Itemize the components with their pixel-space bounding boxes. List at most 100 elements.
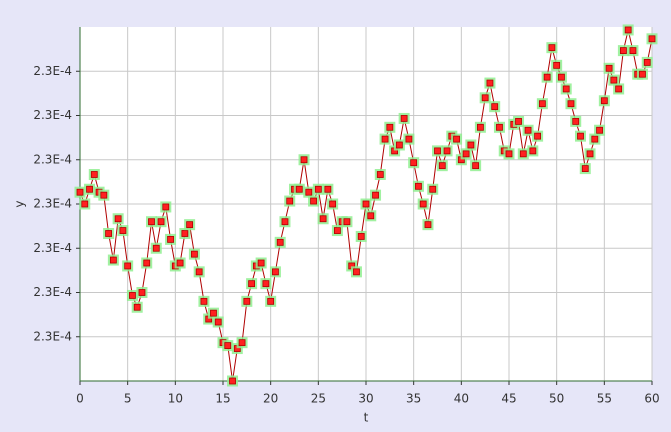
y-tick-label: 2.3E-4	[33, 285, 72, 299]
marker-box	[543, 73, 551, 81]
marker-box	[538, 100, 546, 108]
marker	[493, 121, 505, 133]
marker	[126, 289, 138, 301]
marker-box	[238, 339, 246, 347]
marker-box	[629, 47, 637, 54]
marker	[374, 169, 386, 180]
marker-box	[295, 185, 303, 193]
marker	[88, 169, 100, 180]
marker-box	[505, 150, 513, 158]
marker	[622, 24, 634, 36]
marker-box	[610, 76, 618, 84]
marker-box	[90, 171, 98, 178]
marker	[355, 230, 367, 242]
marker	[408, 157, 420, 169]
marker	[212, 316, 224, 328]
marker-box	[210, 309, 217, 317]
marker	[474, 121, 486, 133]
marker	[317, 213, 329, 225]
marker	[589, 133, 601, 145]
marker-box	[405, 135, 413, 143]
marker	[79, 198, 91, 210]
marker	[188, 248, 200, 260]
marker-box	[76, 188, 84, 196]
marker-box	[262, 280, 270, 288]
marker-box	[314, 185, 322, 193]
marker	[503, 148, 515, 160]
marker-box	[176, 259, 184, 267]
marker	[470, 160, 482, 172]
marker-box	[357, 233, 365, 240]
marker	[141, 257, 153, 269]
marker	[522, 124, 534, 136]
marker-box	[400, 115, 408, 122]
marker-box	[114, 215, 122, 223]
marker	[603, 62, 615, 74]
marker-box	[81, 200, 89, 208]
marker	[608, 74, 620, 86]
marker	[617, 45, 629, 57]
marker-box	[524, 126, 532, 134]
marker-box	[248, 280, 256, 288]
marker	[265, 295, 277, 307]
marker-box	[410, 159, 418, 167]
x-tick-label: 15	[215, 392, 230, 406]
marker	[107, 254, 119, 266]
marker-box	[515, 118, 522, 125]
marker-box	[529, 147, 537, 155]
x-tick-label: 20	[263, 392, 278, 406]
marker-box	[152, 244, 160, 252]
marker	[246, 278, 258, 290]
marker	[532, 130, 544, 142]
marker	[441, 145, 453, 157]
marker-box	[243, 297, 251, 305]
marker-box	[562, 85, 570, 93]
marker	[274, 236, 286, 248]
marker	[551, 59, 563, 71]
marker	[541, 71, 553, 83]
marker	[293, 183, 305, 195]
marker	[484, 77, 496, 89]
marker-box	[372, 191, 379, 199]
marker-box	[648, 35, 656, 43]
marker-box	[157, 218, 165, 226]
marker	[174, 257, 186, 269]
marker-box	[443, 147, 451, 155]
marker	[198, 295, 210, 307]
marker-box	[381, 135, 389, 143]
marker	[255, 257, 267, 269]
marker	[579, 163, 591, 175]
y-tick-label: 2.3E-4	[33, 64, 72, 78]
marker-box	[558, 73, 565, 81]
marker	[479, 92, 491, 104]
marker-box	[300, 156, 308, 164]
marker	[427, 183, 439, 195]
marker	[646, 33, 658, 45]
marker-box	[534, 132, 541, 140]
marker-box	[190, 250, 198, 258]
marker	[436, 160, 448, 172]
marker-box	[577, 132, 584, 140]
marker	[465, 139, 477, 151]
marker-box	[572, 118, 580, 125]
marker-box	[462, 150, 470, 158]
marker	[279, 216, 291, 228]
marker-box	[519, 150, 527, 158]
marker	[227, 375, 239, 387]
marker	[184, 219, 196, 231]
marker-box	[567, 100, 575, 108]
marker-box	[472, 162, 480, 170]
marker-box	[486, 79, 494, 87]
marker	[460, 148, 472, 160]
marker	[517, 148, 529, 160]
marker-box	[624, 26, 632, 34]
marker	[312, 183, 324, 195]
marker	[150, 242, 162, 254]
marker-box	[605, 64, 613, 72]
marker-box	[353, 268, 360, 276]
marker-box	[376, 171, 384, 178]
marker-box	[305, 188, 313, 196]
x-tick-label: 0	[76, 392, 84, 406]
marker	[365, 210, 377, 222]
